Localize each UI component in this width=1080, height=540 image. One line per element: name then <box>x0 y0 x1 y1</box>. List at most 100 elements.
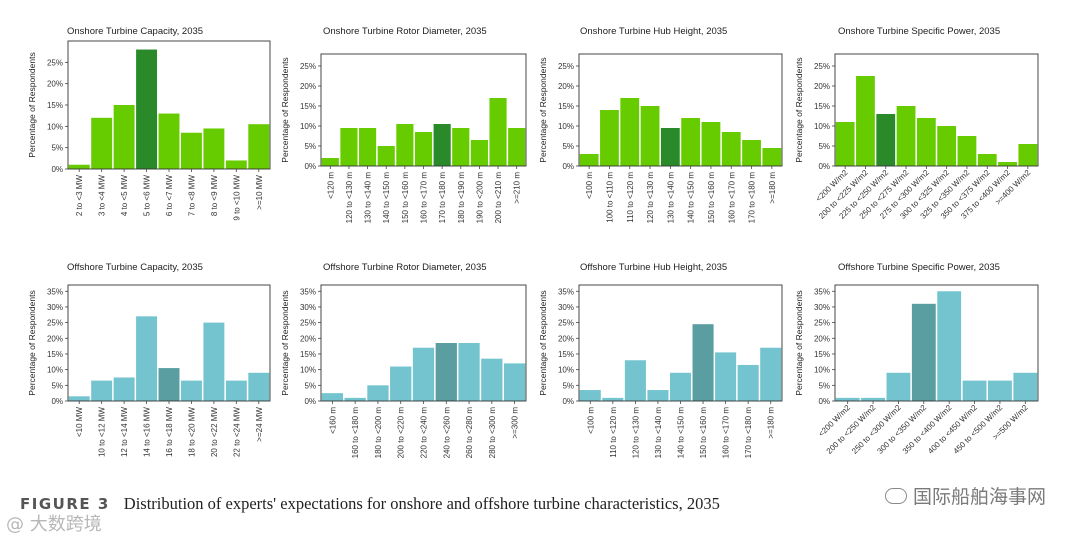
y-axis-label: Percentage of Respondents <box>280 290 290 395</box>
y-axis-label: Percentage of Respondents <box>27 290 37 395</box>
plot-frame <box>578 53 783 167</box>
watermark-right-text: 国际船舶海事网 <box>912 486 1046 508</box>
bar <box>1013 372 1038 401</box>
y-tick-label: 5% <box>562 381 574 390</box>
x-tick-label: 20 to <22 MW <box>210 407 219 457</box>
bar <box>158 368 180 401</box>
x-tick-label: 10 to <12 MW <box>98 407 107 457</box>
x-tick-label: 18 to <20 MW <box>187 407 196 457</box>
x-tick-label: 110 to <120 m <box>626 172 635 223</box>
bar <box>760 347 782 401</box>
bar <box>414 132 433 166</box>
y-tick-label: 5% <box>818 381 830 390</box>
x-tick-label: 140 to <150 m <box>677 407 686 459</box>
chart-panel-5: Offshore Turbine Capacity, 2035 0% 5% 10% 15… <box>27 262 271 457</box>
charts-figure: Onshore Turbine Capacity, 2035 0% 5% 10% 15%… <box>27 26 1039 459</box>
x-tick-label: 100 to <110 m <box>605 172 614 223</box>
y-tick-label: 5% <box>51 144 63 153</box>
y-tick-label: 15% <box>814 350 830 359</box>
bar <box>136 49 158 169</box>
bar <box>158 113 180 169</box>
x-tick-label: 170 to <180 m <box>744 407 753 459</box>
bar <box>390 366 412 401</box>
bar <box>624 360 646 401</box>
y-tick-label: 15% <box>814 102 830 111</box>
bar <box>937 126 957 166</box>
y-tick-label: 15% <box>47 350 63 359</box>
x-tick-label: 190 to <200 m <box>475 172 484 224</box>
x-tick-label: >=180 m <box>767 407 776 439</box>
bar <box>835 397 860 401</box>
bar <box>203 322 225 401</box>
plot-frame <box>834 53 1039 167</box>
bar <box>203 128 225 169</box>
x-tick-label: 3 to <4 MW <box>98 175 107 217</box>
y-tick-label: 35% <box>558 287 574 296</box>
bar <box>737 364 759 401</box>
bar <box>988 380 1012 401</box>
bar <box>701 122 721 166</box>
y-tick-label: 35% <box>300 287 316 296</box>
y-tick-label: 20% <box>47 80 63 89</box>
x-tick-label: >=300 m <box>511 407 520 439</box>
bar <box>669 372 692 401</box>
x-tick-label: >=10 MW <box>255 175 264 210</box>
bar <box>998 162 1017 166</box>
x-tick-label: 170 to <180 m <box>748 172 757 224</box>
x-tick-label: 6 to <7 MW <box>165 175 174 217</box>
wechat-icon <box>884 487 907 504</box>
y-axis-label: Percentage of Respondents <box>794 57 804 162</box>
bar <box>916 118 936 166</box>
chart-title: Offshore Turbine Specific Power, 2035 <box>838 262 1000 273</box>
y-tick-label: 25% <box>558 62 574 71</box>
watermark-right: 国际船舶海事网 <box>884 482 1046 509</box>
y-tick-label: 35% <box>814 287 830 296</box>
y-tick-label: 0% <box>304 162 316 171</box>
y-tick-label: 25% <box>47 58 63 67</box>
bar <box>458 343 480 401</box>
y-tick-label: 5% <box>304 142 316 151</box>
bar <box>721 132 741 166</box>
x-tick-label: 160 to <170 m <box>420 172 429 224</box>
bar <box>937 291 962 401</box>
bar <box>977 154 997 166</box>
y-tick-label: 10% <box>300 122 316 131</box>
bar <box>856 76 875 166</box>
bar <box>503 363 526 401</box>
bar <box>396 124 414 166</box>
y-tick-label: 25% <box>558 319 574 328</box>
y-tick-label: 10% <box>814 366 830 375</box>
y-tick-label: 10% <box>814 122 830 131</box>
bar <box>452 128 470 166</box>
figure-caption: FIGURE 3 Distribution of experts' expecta… <box>20 494 720 514</box>
bar <box>435 343 457 401</box>
x-tick-label: 120 to <130 m <box>345 172 354 224</box>
bar <box>762 148 782 166</box>
y-tick-label: 30% <box>47 303 63 312</box>
chart-panel-1: Onshore Turbine Capacity, 2035 0% 5% 10% 15%… <box>27 26 271 221</box>
bar <box>481 358 503 401</box>
x-tick-label: 200 to <220 m <box>397 407 406 459</box>
x-tick-label: <120 m <box>326 172 335 199</box>
bar <box>359 128 377 166</box>
bar <box>579 390 601 401</box>
bar <box>835 122 855 166</box>
bar <box>1018 144 1038 166</box>
chart-panel-2: Onshore Turbine Rotor Diameter, 2035 0% 5%… <box>280 26 527 224</box>
x-tick-label: 160 to <170 m <box>727 172 736 224</box>
bar <box>861 397 885 401</box>
bar <box>68 164 90 169</box>
bar <box>489 98 507 166</box>
y-tick-label: 0% <box>562 397 574 406</box>
x-tick-label: 16 to <18 MW <box>165 407 174 457</box>
x-tick-label: 140 to <150 m <box>687 172 696 224</box>
y-tick-label: 0% <box>304 397 316 406</box>
y-tick-label: 15% <box>300 102 316 111</box>
bar <box>957 136 977 166</box>
bar <box>248 124 270 169</box>
bar <box>377 146 395 166</box>
bar <box>620 98 640 166</box>
bar <box>180 380 202 401</box>
x-tick-label: 110 to <120 m <box>609 407 618 458</box>
x-tick-label: 130 to <140 m <box>666 172 675 224</box>
